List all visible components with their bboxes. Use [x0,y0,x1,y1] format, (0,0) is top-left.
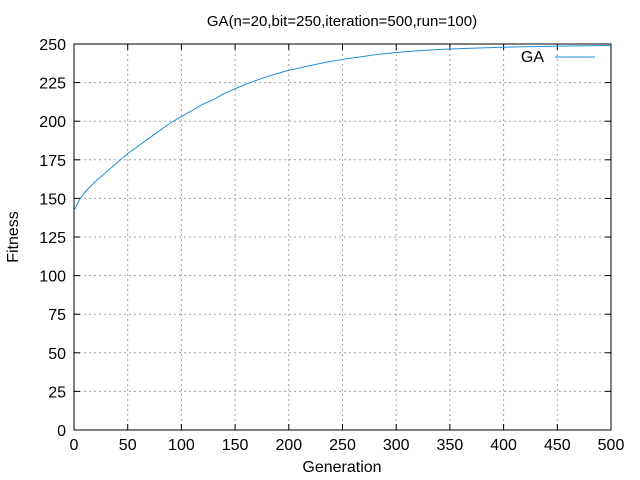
y-tick-label: 225 [39,76,66,93]
y-tick-label: 200 [39,114,66,131]
x-tick-label: 300 [383,437,410,454]
chart-title: GA(n=20,bit=250,iteration=500,run=100) [207,13,477,30]
x-axis-title: Generation [302,459,381,476]
y-tick-label: 50 [48,346,66,363]
y-axis-title: Fitness [5,211,22,263]
y-tick-label: 150 [39,191,66,208]
x-tick-label: 100 [168,437,195,454]
y-tick-label: 25 [48,384,66,401]
axis-ticks: 0 50 100 150 200 250 300 350 400 450 500 0 25 50 75 100… [39,37,624,454]
y-tick-label: 100 [39,269,66,286]
series-line-ga [73,45,612,211]
series-layer [73,45,612,211]
x-tick-label: 250 [329,437,356,454]
y-tick-label: 75 [48,307,66,324]
x-tick-label: 450 [544,437,571,454]
x-tick-label: 500 [598,437,625,454]
y-tick-label: 175 [39,153,66,170]
x-tick-label: 150 [222,437,249,454]
grid-lines [74,44,611,430]
y-tick-label: 0 [57,423,66,440]
x-tick-label: 200 [275,437,302,454]
legend: GA [521,49,595,66]
x-tick-label: 50 [119,437,137,454]
x-tick-label: 400 [490,437,517,454]
y-tick-label: 250 [39,37,66,54]
legend-label-ga: GA [521,49,544,66]
x-tick-label: 350 [437,437,464,454]
y-tick-label: 125 [39,230,66,247]
x-tick-label: 0 [70,437,79,454]
